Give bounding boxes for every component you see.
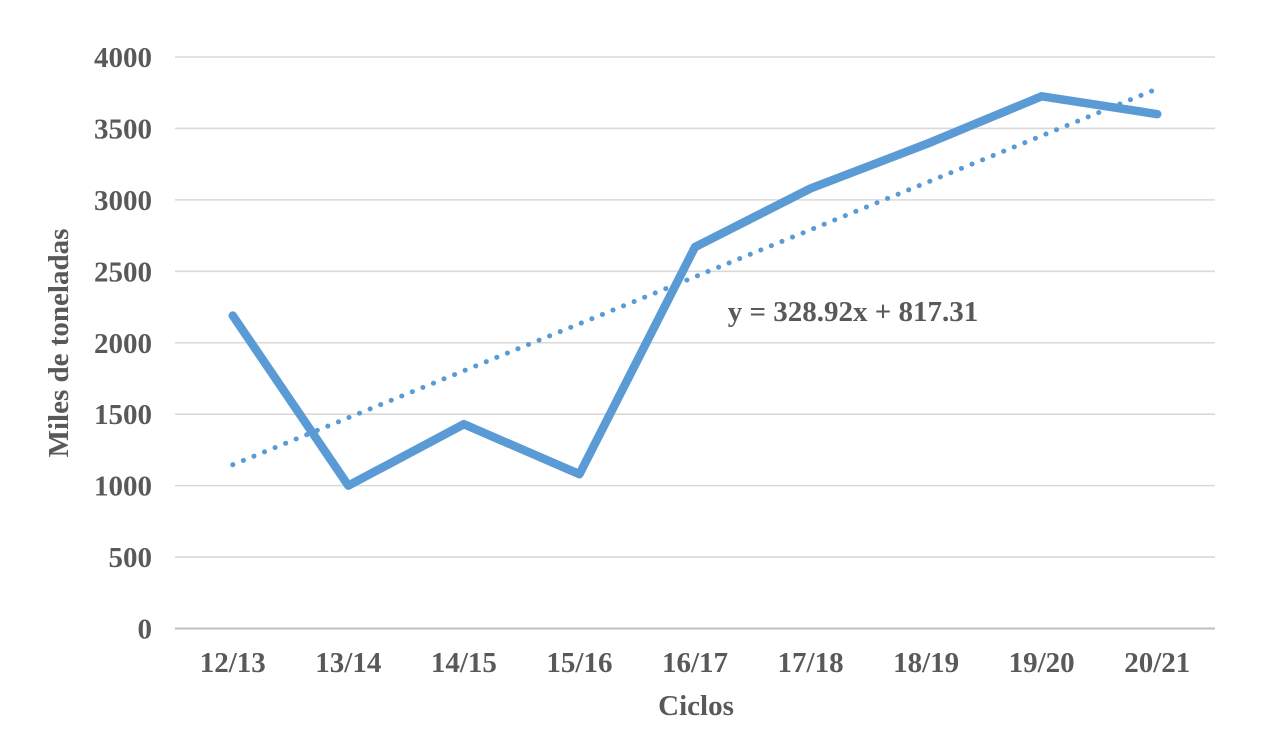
- y-tick-label: 1500: [94, 399, 152, 431]
- y-tick-label: 500: [109, 542, 153, 574]
- x-axis-category-labels: 12/13 13/14 14/15 15/16 16/17 17/18 18/19 19/20…: [200, 647, 1191, 679]
- trendline-dotted: [230, 86, 1160, 468]
- y-tick-label: 2000: [94, 328, 152, 360]
- trendline-layer: [230, 86, 1160, 468]
- x-tick-label: 13/14: [315, 647, 381, 679]
- data-series-layer: [228, 92, 1162, 490]
- y-axis-title: Miles de toneladas: [43, 229, 75, 458]
- y-tick-label: 3500: [94, 113, 152, 145]
- x-tick-label: 15/16: [546, 647, 612, 679]
- y-tick-label: 0: [138, 614, 153, 646]
- series-line: [228, 92, 1162, 490]
- y-axis-tick-labels: 0 500 1000 1500 2000 2500 3000 3500 4000: [94, 42, 152, 646]
- x-tick-label: 19/20: [1009, 647, 1075, 679]
- x-tick-label: 16/17: [662, 647, 728, 679]
- x-tick-label: 20/21: [1124, 647, 1190, 679]
- x-tick-label: 12/13: [200, 647, 266, 679]
- y-tick-label: 1000: [94, 471, 152, 503]
- y-tick-label: 4000: [94, 42, 152, 74]
- y-tick-label: 2500: [94, 256, 152, 288]
- trendline-equation-label: y = 328.92x + 817.31: [728, 296, 979, 328]
- x-tick-label: 14/15: [431, 647, 497, 679]
- gridlines-layer: [175, 56, 1215, 630]
- x-axis-title: Ciclos: [658, 690, 734, 722]
- y-tick-label: 3000: [94, 185, 152, 217]
- x-tick-label: 17/18: [778, 647, 844, 679]
- x-tick-label: 18/19: [893, 647, 959, 679]
